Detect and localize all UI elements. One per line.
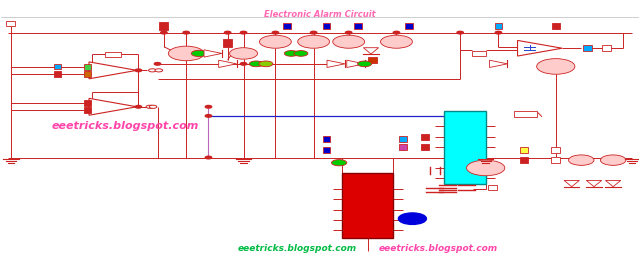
Bar [368, 57, 377, 63]
Bar [552, 23, 559, 29]
Circle shape [205, 105, 212, 108]
Bar [84, 64, 92, 70]
Circle shape [161, 31, 167, 34]
Polygon shape [518, 41, 562, 56]
Circle shape [249, 61, 263, 67]
Circle shape [294, 50, 308, 56]
Circle shape [135, 69, 141, 72]
Bar [84, 100, 92, 106]
Polygon shape [219, 60, 237, 68]
Polygon shape [327, 60, 345, 68]
Bar [444, 111, 486, 184]
Polygon shape [204, 50, 222, 57]
Polygon shape [586, 180, 602, 187]
Circle shape [168, 46, 204, 61]
Circle shape [259, 35, 291, 48]
Text: Electronic Alarm Circuit: Electronic Alarm Circuit [264, 11, 376, 19]
Circle shape [149, 105, 157, 108]
Bar [583, 45, 592, 51]
Bar [323, 23, 330, 29]
Bar [551, 157, 560, 163]
Text: eeetricks.blogspot.com: eeetricks.blogspot.com [52, 121, 199, 131]
Circle shape [537, 59, 575, 74]
Circle shape [148, 69, 156, 72]
Polygon shape [89, 62, 137, 79]
Circle shape [394, 31, 399, 34]
Circle shape [183, 31, 189, 34]
Bar [84, 107, 92, 113]
Polygon shape [364, 48, 379, 54]
Bar [399, 136, 406, 142]
Circle shape [191, 50, 207, 57]
Circle shape [332, 160, 347, 166]
Polygon shape [605, 180, 621, 187]
Circle shape [333, 35, 365, 48]
Bar [551, 147, 560, 153]
Circle shape [205, 156, 212, 159]
Bar [472, 51, 486, 56]
Bar [105, 52, 121, 57]
Circle shape [298, 35, 330, 48]
Circle shape [205, 115, 212, 117]
Bar [488, 185, 497, 190]
Circle shape [495, 31, 502, 34]
Bar [602, 45, 611, 51]
Bar [399, 144, 406, 150]
Bar [405, 23, 413, 29]
Bar [515, 111, 537, 117]
Circle shape [241, 63, 246, 65]
Bar [223, 39, 232, 47]
Circle shape [230, 48, 257, 59]
Circle shape [272, 31, 278, 34]
Bar [159, 22, 168, 30]
Circle shape [155, 69, 163, 72]
Circle shape [135, 105, 141, 108]
Bar [520, 157, 528, 163]
Circle shape [284, 50, 298, 56]
Polygon shape [490, 60, 508, 68]
Circle shape [568, 155, 594, 165]
Bar [283, 23, 291, 29]
Bar [520, 147, 528, 153]
Bar [323, 136, 330, 142]
Circle shape [398, 213, 426, 224]
Bar [54, 64, 61, 69]
Circle shape [467, 160, 505, 176]
Bar [323, 147, 330, 153]
Circle shape [310, 31, 317, 34]
Text: eeetricks.blogspot.com: eeetricks.blogspot.com [238, 244, 357, 252]
Circle shape [241, 31, 246, 34]
Polygon shape [89, 98, 137, 115]
Circle shape [225, 31, 231, 34]
Circle shape [381, 35, 412, 48]
Bar [6, 21, 15, 26]
Circle shape [358, 61, 372, 67]
Circle shape [259, 61, 273, 67]
Polygon shape [347, 60, 365, 68]
Circle shape [600, 155, 626, 165]
Bar [355, 23, 362, 29]
Bar [421, 144, 429, 150]
Polygon shape [564, 180, 579, 187]
Circle shape [346, 31, 352, 34]
Bar [54, 71, 61, 77]
Bar [84, 71, 92, 77]
Bar [495, 23, 502, 29]
Circle shape [154, 63, 161, 65]
Bar [342, 173, 394, 238]
Text: eeetricks.blogspot.com: eeetricks.blogspot.com [378, 244, 497, 252]
Circle shape [457, 31, 463, 34]
Circle shape [146, 105, 154, 108]
Bar [421, 134, 429, 140]
